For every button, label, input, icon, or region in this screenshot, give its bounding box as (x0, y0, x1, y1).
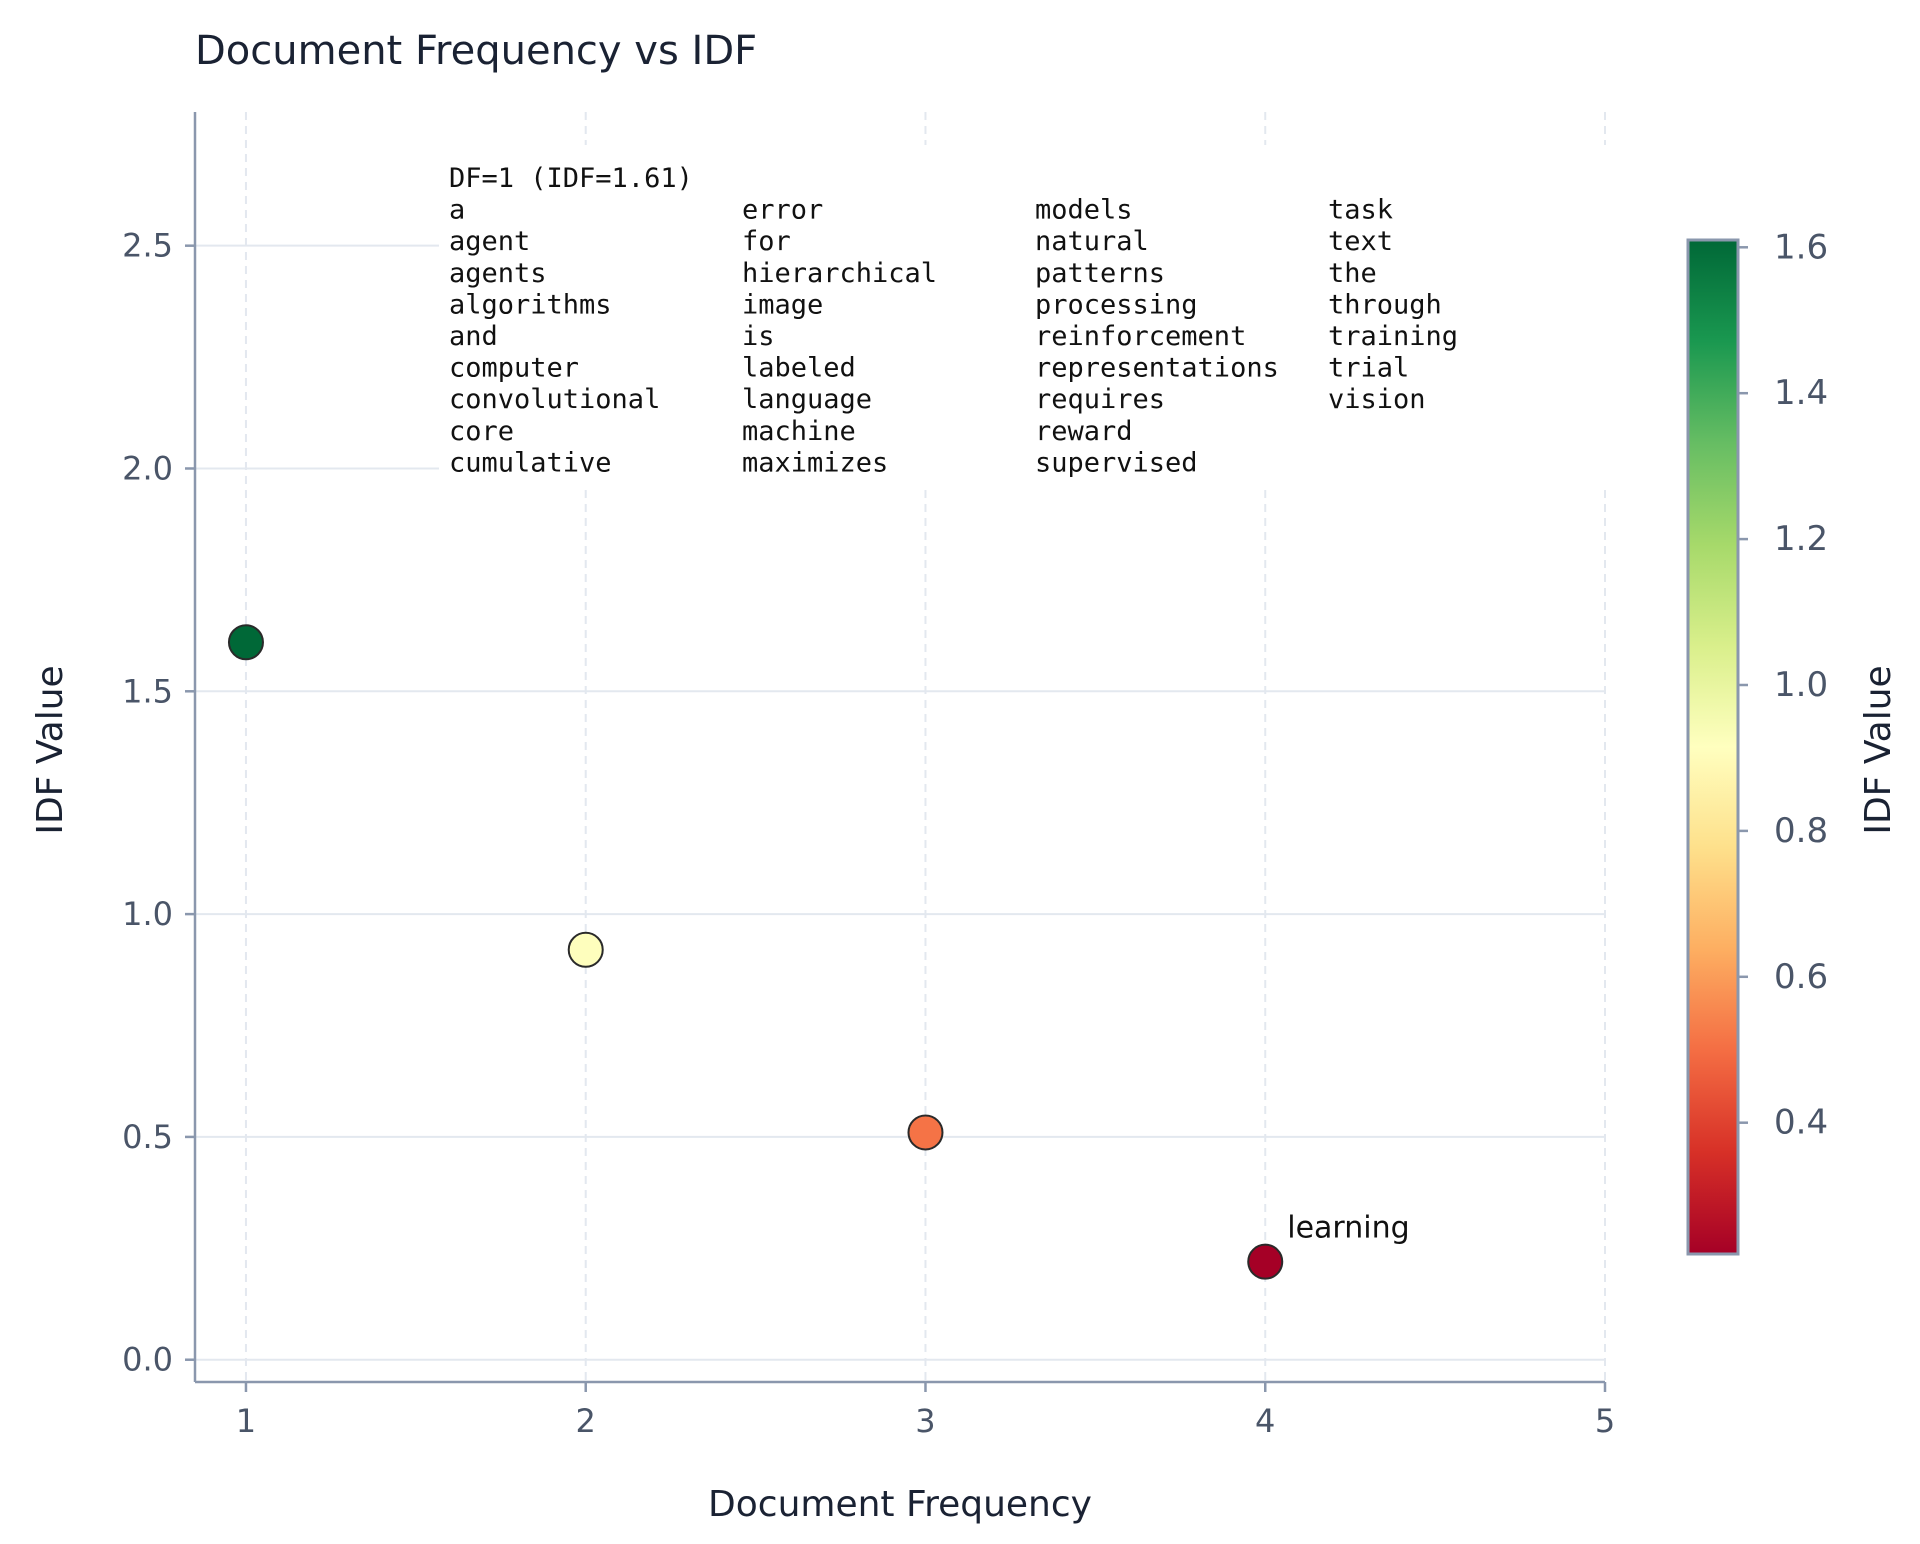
colorbar-gradient-bar (1686, 238, 1740, 1256)
annotation-word: reinforcement (1035, 321, 1246, 352)
colorbar-tick-label: 0.4 (1774, 1103, 1828, 1143)
annotation-background (439, 145, 1631, 489)
x-tick-label: 5 (1595, 1402, 1615, 1440)
data-point (227, 624, 264, 661)
annotation-word: representations (1035, 353, 1279, 384)
colorbar-tick-label: 0.6 (1774, 957, 1828, 997)
annotation-word: hierarchical (742, 258, 937, 289)
y-tick-label: 0.0 (122, 1341, 173, 1379)
x-tick-label: 1 (236, 1402, 256, 1440)
annotation-word: reward (1035, 416, 1133, 447)
annotation-word: trial (1328, 353, 1409, 384)
annotation-word: agent (449, 226, 530, 257)
annotation-word: convolutional (449, 384, 660, 415)
annotation-word: cumulative (449, 447, 612, 478)
x-tick-label: 2 (576, 1402, 596, 1440)
colorbar-tick-label: 1.4 (1774, 373, 1828, 413)
annotation-word: agents (449, 258, 547, 289)
annotation-word: core (449, 416, 514, 447)
annotation-word: the (1328, 258, 1377, 289)
x-axis-label: Document Frequency (708, 1484, 1092, 1525)
annotation-word: language (742, 384, 872, 415)
annotation-word: models (1035, 195, 1133, 226)
chart-title: Document Frequency vs IDF (195, 28, 757, 74)
y-axis-label: IDF Value (30, 665, 71, 834)
y-tick-label: 2.5 (122, 227, 173, 265)
annotation-word: task (1328, 195, 1393, 226)
data-points: learning (227, 624, 1410, 1280)
y-tick-label: 1.5 (122, 672, 173, 710)
annotation-word: maximizes (742, 447, 888, 478)
annotation-word: vision (1328, 384, 1426, 415)
annotation-word: through (1328, 289, 1442, 320)
annotation-word: is (742, 321, 775, 352)
annotation-word: text (1328, 226, 1393, 257)
annotation-word: algorithms (449, 289, 612, 320)
annotation-word: machine (742, 416, 856, 447)
annotation-word: training (1328, 321, 1458, 352)
annotation-word: requires (1035, 384, 1165, 415)
data-point (567, 931, 604, 968)
annotation-word: computer (449, 353, 579, 384)
annotation-word: image (742, 289, 823, 320)
y-tick-label: 1.0 (122, 895, 173, 933)
y-tick-label: 2.0 (122, 449, 173, 487)
annotation-word: for (742, 226, 791, 257)
annotation-word: error (742, 195, 823, 226)
annotation-word: supervised (1035, 447, 1198, 478)
word-list-annotation: DF=1 (IDF=1.61)aagentagentsalgorithmsand… (439, 145, 1631, 489)
plot-axes: 0.0 0.5 1.0 1.5 2.0 2.5 1 2 3 4 5 (122, 112, 1615, 1440)
x-tick-label: 4 (1255, 1402, 1275, 1440)
colorbar-tick-label: 1.2 (1774, 519, 1828, 559)
annotation-word: labeled (742, 353, 856, 384)
point-label: learning (1287, 1211, 1409, 1246)
y-tick-label: 0.5 (122, 1118, 173, 1156)
colorbar-tick-label: 1.6 (1774, 227, 1828, 267)
data-point (907, 1114, 944, 1151)
colorbar-label: IDF Value (1858, 665, 1899, 834)
colorbar-tick-label: 0.8 (1774, 811, 1828, 851)
colorbar: 0.4 0.6 0.8 1.0 1.2 1.4 1.6 (1686, 227, 1828, 1256)
annotation-word: patterns (1035, 258, 1165, 289)
annotation-word: processing (1035, 289, 1198, 320)
annotation-word: natural (1035, 226, 1149, 257)
x-tick-label: 3 (915, 1402, 935, 1440)
annotation-word: and (449, 321, 498, 352)
annotation-header: DF=1 (IDF=1.61) (449, 163, 693, 194)
annotation-word: a (449, 195, 465, 226)
colorbar-tick-label: 1.0 (1774, 665, 1828, 705)
data-point (1247, 1243, 1284, 1280)
